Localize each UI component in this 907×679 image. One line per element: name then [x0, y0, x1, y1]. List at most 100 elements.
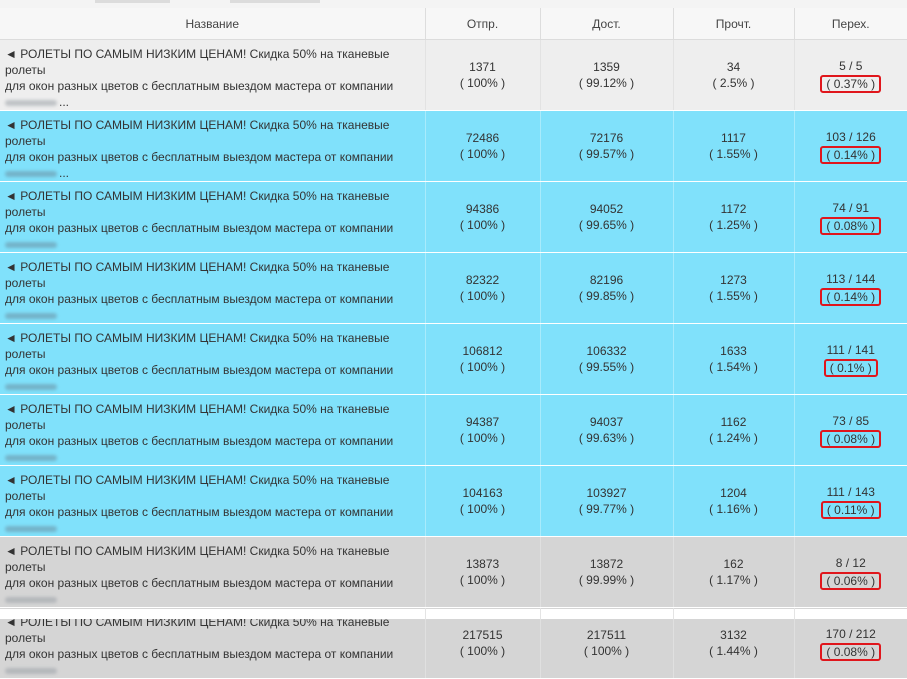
redacted-company-name — [5, 313, 57, 319]
clicks-value[interactable]: 113 / 144 — [795, 271, 907, 287]
delivered-percent: ( 99.77% ) — [541, 501, 673, 517]
column-header-clicks[interactable]: Перех. — [794, 8, 907, 40]
campaign-name-line2: для окон разных цветов с бесплатным выез… — [5, 220, 419, 236]
read-cell: 162 ( 1.17% ) — [673, 537, 794, 608]
delivered-value: 13872 — [541, 556, 673, 572]
read-percent: ( 1.16% ) — [674, 501, 794, 517]
delivered-percent: ( 99.57% ) — [541, 146, 673, 162]
campaign-name-line1[interactable]: ◄ РОЛЕТЫ ПО САМЫМ НИЗКИМ ЦЕНАМ! Скидка 5… — [5, 472, 419, 504]
sent-cell: 72486 ( 100% ) — [425, 111, 540, 182]
read-value: 1172 — [674, 201, 794, 217]
campaign-name-line1[interactable]: ◄ РОЛЕТЫ ПО САМЫМ НИЗКИМ ЦЕНАМ! Скидка 5… — [5, 188, 419, 220]
read-percent: ( 1.54% ) — [674, 359, 794, 375]
column-header-delivered[interactable]: Дост. — [540, 8, 673, 40]
table-row[interactable]: ◄ РОЛЕТЫ ПО САМЫМ НИЗКИМ ЦЕНАМ! Скидка 5… — [0, 182, 907, 253]
campaign-name-line3 — [5, 520, 419, 536]
campaign-name-line1[interactable]: ◄ РОЛЕТЫ ПО САМЫМ НИЗКИМ ЦЕНАМ! Скидка 5… — [5, 46, 419, 78]
campaign-name-cell[interactable]: ◄ РОЛЕТЫ ПО САМЫМ НИЗКИМ ЦЕНАМ! Скидка 5… — [0, 466, 425, 537]
clicks-value[interactable]: 73 / 85 — [795, 413, 907, 429]
sent-percent: ( 100% ) — [426, 217, 540, 233]
delivered-percent: ( 99.63% ) — [541, 430, 673, 446]
campaign-name-cell[interactable]: ◄ РОЛЕТЫ ПО САМЫМ НИЗКИМ ЦЕНАМ! Скидка 5… — [0, 111, 425, 182]
read-value: 1633 — [674, 343, 794, 359]
clicks-value[interactable]: 74 / 91 — [795, 200, 907, 216]
campaign-name-line1[interactable]: ◄ РОЛЕТЫ ПО САМЫМ НИЗКИМ ЦЕНАМ! Скидка 5… — [5, 543, 419, 575]
clicks-value[interactable]: 8 / 12 — [795, 555, 907, 571]
campaign-name-line1[interactable]: ◄ РОЛЕТЫ ПО САМЫМ НИЗКИМ ЦЕНАМ! Скидка 5… — [5, 330, 419, 362]
read-percent: ( 1.55% ) — [674, 146, 794, 162]
campaign-name-line2: для окон разных цветов с бесплатным выез… — [5, 149, 419, 165]
delivered-cell: 106332 ( 99.55% ) — [540, 324, 673, 395]
top-strip-segment — [95, 0, 170, 3]
table-row[interactable]: ◄ РОЛЕТЫ ПО САМЫМ НИЗКИМ ЦЕНАМ! Скидка 5… — [0, 324, 907, 395]
clicks-cell: 73 / 85 ( 0.08% ) — [794, 395, 907, 466]
read-percent: ( 1.25% ) — [674, 217, 794, 233]
table-row[interactable]: ◄ РОЛЕТЫ ПО САМЫМ НИЗКИМ ЦЕНАМ! Скидка 5… — [0, 537, 907, 608]
campaign-name-cell[interactable]: ◄ РОЛЕТЫ ПО САМЫМ НИЗКИМ ЦЕНАМ! Скидка 5… — [0, 324, 425, 395]
campaign-name-line3: ... — [5, 165, 419, 181]
clicks-percent-highlight: ( 0.14% ) — [820, 288, 881, 306]
delivered-cell: 72176 ( 99.57% ) — [540, 111, 673, 182]
sent-percent: ( 100% ) — [426, 288, 540, 304]
sent-percent: ( 100% ) — [426, 75, 540, 91]
campaign-name-line2: для окон разных цветов с бесплатным выез… — [5, 78, 419, 94]
read-value: 1273 — [674, 272, 794, 288]
delivered-cell: 94052 ( 99.65% ) — [540, 182, 673, 253]
campaign-name-line2: для окон разных цветов с бесплатным выез… — [5, 291, 419, 307]
redacted-company-name — [5, 100, 57, 106]
sent-percent: ( 100% ) — [426, 146, 540, 162]
table-row[interactable]: ◄ РОЛЕТЫ ПО САМЫМ НИЗКИМ ЦЕНАМ! Скидка 5… — [0, 253, 907, 324]
delivered-cell: 13872 ( 99.99% ) — [540, 537, 673, 608]
clicks-cell: 111 / 143 ( 0.11% ) — [794, 466, 907, 537]
sent-cell: 94387 ( 100% ) — [425, 395, 540, 466]
campaign-name-cell[interactable]: ◄ РОЛЕТЫ ПО САМЫМ НИЗКИМ ЦЕНАМ! Скидка 5… — [0, 253, 425, 324]
delivered-percent: ( 99.85% ) — [541, 288, 673, 304]
column-header-read[interactable]: Прочт. — [673, 8, 794, 40]
mailing-stats-table: Название Отпр. Дост. Прочт. Перех. ◄ РОЛ… — [0, 8, 907, 679]
table-row[interactable]: ◄ РОЛЕТЫ ПО САМЫМ НИЗКИМ ЦЕНАМ! Скидка 5… — [0, 111, 907, 182]
stats-page: Название Отпр. Дост. Прочт. Перех. ◄ РОЛ… — [0, 0, 907, 619]
campaign-name-cell[interactable]: ◄ РОЛЕТЫ ПО САМЫМ НИЗКИМ ЦЕНАМ! Скидка 5… — [0, 537, 425, 608]
table-row[interactable]: ◄ РОЛЕТЫ ПО САМЫМ НИЗКИМ ЦЕНАМ! Скидка 5… — [0, 466, 907, 537]
read-cell: 34 ( 2.5% ) — [673, 40, 794, 111]
clicks-value[interactable]: 170 / 212 — [795, 626, 907, 642]
table-row[interactable]: ◄ РОЛЕТЫ ПО САМЫМ НИЗКИМ ЦЕНАМ! Скидка 5… — [0, 395, 907, 466]
campaign-name-cell[interactable]: ◄ РОЛЕТЫ ПО САМЫМ НИЗКИМ ЦЕНАМ! Скидка 5… — [0, 182, 425, 253]
table-header-row: Название Отпр. Дост. Прочт. Перех. — [0, 8, 907, 40]
read-cell: 1204 ( 1.16% ) — [673, 466, 794, 537]
clicks-value[interactable]: 111 / 143 — [795, 484, 907, 500]
clicks-value[interactable]: 111 / 141 — [795, 342, 907, 358]
top-strip-segment — [230, 0, 320, 3]
sent-value: 94386 — [426, 201, 540, 217]
read-percent: ( 2.5% ) — [674, 75, 794, 91]
delivered-value: 103927 — [541, 485, 673, 501]
campaign-name-line1[interactable]: ◄ РОЛЕТЫ ПО САМЫМ НИЗКИМ ЦЕНАМ! Скидка 5… — [5, 117, 419, 149]
clicks-percent-highlight: ( 0.08% ) — [820, 430, 881, 448]
campaign-name-cell[interactable]: ◄ РОЛЕТЫ ПО САМЫМ НИЗКИМ ЦЕНАМ! Скидка 5… — [0, 395, 425, 466]
footer-divider — [673, 609, 674, 619]
table-footer-strip — [0, 609, 907, 619]
clicks-value[interactable]: 103 / 126 — [795, 129, 907, 145]
column-header-sent[interactable]: Отпр. — [425, 8, 540, 40]
delivered-value: 72176 — [541, 130, 673, 146]
campaign-name-line3 — [5, 307, 419, 323]
sent-cell: 94386 ( 100% ) — [425, 182, 540, 253]
clicks-cell: 113 / 144 ( 0.14% ) — [794, 253, 907, 324]
sent-percent: ( 100% ) — [426, 430, 540, 446]
campaign-name-line1[interactable]: ◄ РОЛЕТЫ ПО САМЫМ НИЗКИМ ЦЕНАМ! Скидка 5… — [5, 401, 419, 433]
campaign-name-cell[interactable]: ◄ РОЛЕТЫ ПО САМЫМ НИЗКИМ ЦЕНАМ! Скидка 5… — [0, 40, 425, 111]
redacted-company-name — [5, 171, 57, 177]
delivered-percent: ( 99.12% ) — [541, 75, 673, 91]
clicks-percent-highlight: ( 0.06% ) — [820, 572, 881, 590]
delivered-value: 94037 — [541, 414, 673, 430]
sent-value: 72486 — [426, 130, 540, 146]
delivered-percent: ( 99.99% ) — [541, 572, 673, 588]
clicks-value[interactable]: 5 / 5 — [795, 58, 907, 74]
read-cell: 1633 ( 1.54% ) — [673, 324, 794, 395]
clicks-percent-highlight: ( 0.11% ) — [821, 501, 881, 519]
delivered-value: 1359 — [541, 59, 673, 75]
table-row[interactable]: ◄ РОЛЕТЫ ПО САМЫМ НИЗКИМ ЦЕНАМ! Скидка 5… — [0, 40, 907, 111]
campaign-name-line1[interactable]: ◄ РОЛЕТЫ ПО САМЫМ НИЗКИМ ЦЕНАМ! Скидка 5… — [5, 259, 419, 291]
column-header-name[interactable]: Название — [0, 8, 425, 40]
redacted-company-name — [5, 526, 57, 532]
